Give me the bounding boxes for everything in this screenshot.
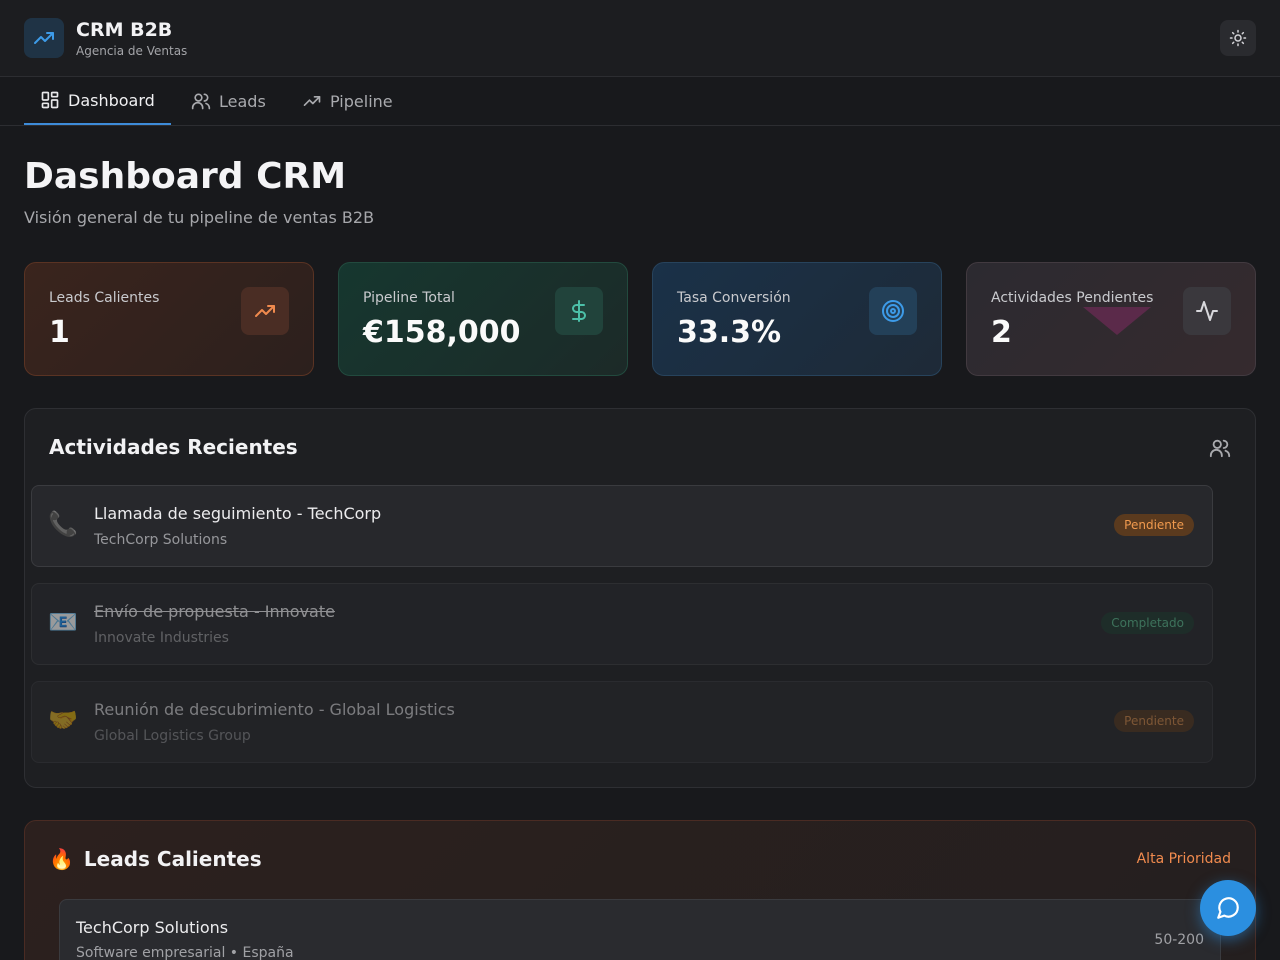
- lead-card[interactable]: TechCorp Solutions Software empresarial …: [59, 899, 1221, 960]
- trending-up-icon: [303, 96, 321, 106]
- activity-item[interactable]: 📞 Llamada de seguimiento - TechCorp Tech…: [31, 485, 1213, 567]
- stat-value: 1: [49, 315, 70, 350]
- stat-label: Pipeline Total: [363, 290, 455, 306]
- dollar-icon: [572, 300, 586, 322]
- stat-card-pipeline-total: Pipeline Total €158,000: [338, 262, 628, 376]
- stat-label: Leads Calientes: [49, 290, 160, 306]
- lead-meta: Software empresarial • España: [76, 945, 294, 960]
- stat-icon-box: [1183, 287, 1231, 335]
- activity-company: Global Logistics Group: [94, 728, 251, 744]
- brand-subtitle: Agencia de Ventas: [76, 44, 188, 58]
- brand-title: CRM B2B: [76, 19, 173, 41]
- phone-icon: 📞: [48, 510, 78, 538]
- tab-label: Leads: [219, 91, 266, 111]
- activity-title: Envío de propuesta - Innovate: [94, 602, 335, 621]
- activity-company: Innovate Industries: [94, 630, 229, 646]
- page-title: Dashboard CRM: [24, 156, 347, 197]
- activity-title: Reunión de descubrimiento - Global Logis…: [94, 700, 455, 719]
- status-badge: Pendiente: [1114, 710, 1194, 732]
- activity-item[interactable]: 📧 Envío de propuesta - Innovate Innovate…: [31, 583, 1213, 665]
- activity-icon: [1196, 301, 1218, 321]
- tab-leads[interactable]: Leads: [175, 77, 282, 125]
- decorative-triangle: [1083, 307, 1151, 335]
- activity-title: Llamada de seguimiento - TechCorp: [94, 504, 382, 523]
- tab-dashboard[interactable]: Dashboard: [24, 77, 171, 125]
- page-subtitle: Visión general de tu pipeline de ventas …: [24, 208, 375, 227]
- stat-card-conversion-rate: Tasa Conversión 33.3%: [652, 262, 942, 376]
- panel-title: Actividades Recientes: [49, 435, 298, 459]
- chat-button[interactable]: [1200, 880, 1256, 936]
- email-icon: 📧: [48, 608, 78, 636]
- stat-icon-box: [241, 287, 289, 335]
- sun-icon: [1229, 29, 1247, 47]
- target-icon: [882, 300, 904, 322]
- tab-pipeline[interactable]: Pipeline: [286, 77, 409, 125]
- stat-icon-box: [555, 287, 603, 335]
- grid-icon: [41, 91, 59, 109]
- stat-label: Actividades Pendientes: [991, 290, 1154, 306]
- main-nav: Dashboard Leads Pipeline: [0, 77, 1280, 126]
- fire-icon: 🔥: [49, 847, 74, 871]
- stat-icon-box: [869, 287, 917, 335]
- recent-activities-panel: Actividades Recientes 📞 Llamada de segui…: [24, 408, 1256, 788]
- app-header: CRM B2B Agencia de Ventas: [0, 0, 1280, 77]
- panel-title-text: Leads Calientes: [83, 847, 262, 871]
- trending-up-icon: [255, 305, 275, 317]
- stat-value: €158,000: [363, 315, 521, 350]
- stat-card-pending-activities: Actividades Pendientes 2: [966, 262, 1256, 376]
- hot-leads-panel: 🔥 Leads Calientes Alta Prioridad TechCor…: [24, 820, 1256, 960]
- lead-company-size: 50-200: [1154, 932, 1204, 948]
- status-badge: Completado: [1101, 612, 1194, 634]
- stat-card-hot-leads: Leads Calientes 1: [24, 262, 314, 376]
- trending-up-icon: [34, 32, 54, 44]
- status-badge: Pendiente: [1114, 514, 1194, 536]
- stat-value: 33.3%: [677, 315, 782, 350]
- users-icon[interactable]: [1209, 437, 1231, 459]
- tab-label: Dashboard: [68, 90, 155, 110]
- handshake-icon: 🤝: [48, 706, 78, 734]
- users-icon: [191, 93, 211, 110]
- priority-label: Alta Prioridad: [1136, 851, 1231, 867]
- tab-label: Pipeline: [330, 91, 393, 111]
- panel-title: 🔥 Leads Calientes: [49, 847, 262, 871]
- theme-toggle-button[interactable]: [1220, 20, 1256, 56]
- stat-value: 2: [991, 315, 1012, 350]
- logo: [24, 18, 64, 58]
- stat-label: Tasa Conversión: [677, 290, 791, 306]
- chat-bubble-icon: [1217, 897, 1239, 919]
- activity-company: TechCorp Solutions: [94, 532, 228, 548]
- activity-item[interactable]: 🤝 Reunión de descubrimiento - Global Log…: [31, 681, 1213, 763]
- lead-name: TechCorp Solutions: [76, 918, 229, 937]
